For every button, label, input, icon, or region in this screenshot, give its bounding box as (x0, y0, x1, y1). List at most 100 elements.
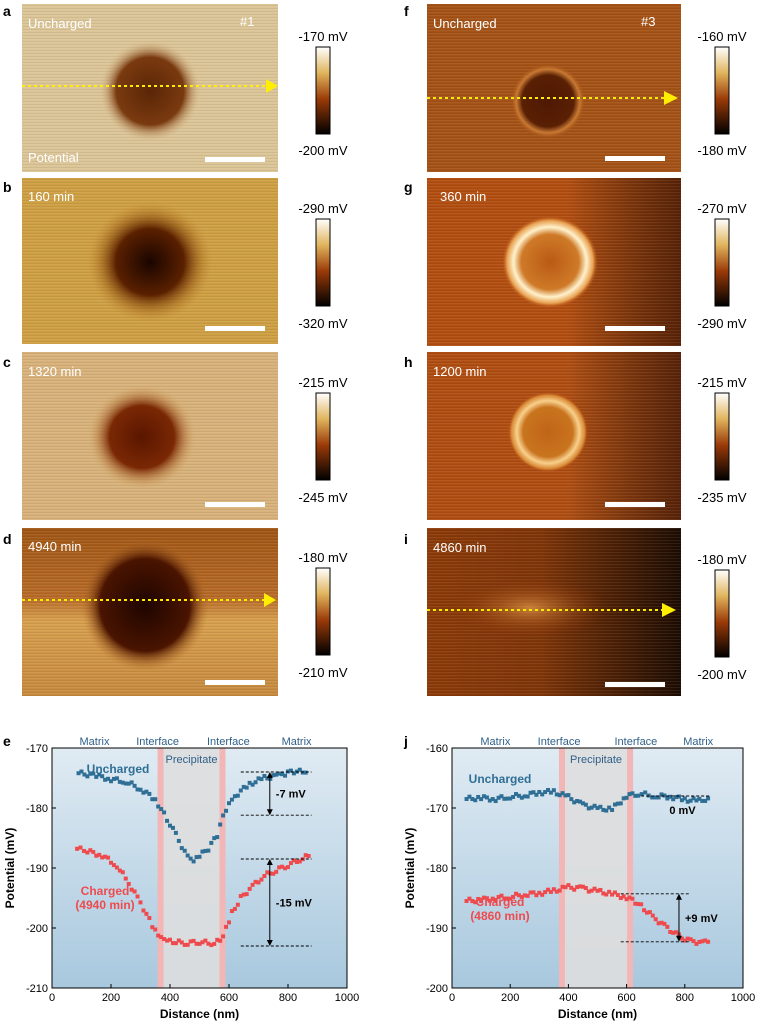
data-point (682, 796, 687, 801)
data-point (650, 795, 655, 800)
data-point (209, 943, 214, 948)
data-point (147, 916, 152, 921)
x-tick-label: 800 (676, 992, 694, 1004)
data-point (232, 906, 237, 911)
data-point (215, 835, 220, 840)
panel-letter-a: a (3, 3, 11, 19)
data-point (586, 806, 591, 811)
series-label-time: (4940 min) (75, 898, 134, 912)
data-point (132, 783, 137, 788)
data-point (470, 899, 475, 904)
data-point (179, 846, 184, 851)
data-point (212, 836, 217, 841)
data-point (656, 921, 661, 926)
panel-label: Uncharged (433, 16, 497, 31)
x-tick-label: 200 (102, 992, 120, 1004)
data-point (656, 795, 661, 800)
panel-letter-j: j (403, 733, 408, 749)
data-point (493, 799, 498, 804)
colorbar-max: -180 mV (697, 552, 746, 567)
data-point (103, 854, 108, 859)
sample-tag: #1 (240, 14, 254, 29)
data-point (182, 942, 187, 947)
region-label: Interface (615, 736, 658, 748)
data-point (306, 854, 311, 858)
data-point (176, 838, 181, 843)
x-tick-label: 600 (220, 992, 238, 1004)
data-point (516, 793, 521, 798)
data-point (476, 897, 481, 902)
data-point (303, 770, 308, 775)
data-point (259, 777, 264, 782)
data-point (543, 890, 548, 895)
data-point (159, 807, 164, 812)
data-point (479, 899, 484, 904)
data-point (697, 796, 702, 801)
x-tick-label: 400 (161, 992, 179, 1004)
data-point (508, 796, 513, 801)
sample-tag: #3 (641, 14, 655, 29)
map-panel-g: 360 min (427, 178, 681, 346)
data-point (141, 790, 146, 795)
data-point (643, 790, 648, 795)
data-point (537, 790, 542, 795)
data-point (674, 795, 679, 800)
data-point (531, 890, 536, 895)
data-point (537, 890, 542, 895)
data-point (502, 896, 507, 901)
x-tick-label: 0 (49, 992, 55, 1004)
x-tick-label: 1000 (335, 992, 359, 1004)
data-point (203, 848, 208, 853)
data-point (262, 774, 267, 779)
data-point (76, 771, 81, 776)
data-point (563, 885, 568, 890)
data-point (473, 798, 478, 803)
data-point (592, 886, 597, 891)
data-point (601, 891, 606, 896)
colorbar-max: -170 mV (298, 29, 347, 44)
data-point (109, 779, 113, 784)
data-point (525, 794, 530, 799)
data-point (265, 776, 270, 781)
panel-letter-c: c (3, 354, 11, 370)
panel-letter-h: h (404, 354, 413, 370)
data-point (685, 799, 690, 804)
data-point (156, 933, 161, 938)
data-point (100, 774, 105, 779)
data-point (633, 793, 638, 798)
data-point (274, 869, 279, 874)
data-point (250, 782, 255, 787)
y-tick-label: -160 (426, 743, 448, 755)
data-point (522, 893, 527, 898)
data-point (159, 935, 164, 940)
colorbar-max: -180 mV (298, 550, 347, 565)
map-panel-d: 4940 min (22, 528, 278, 696)
region-label: Matrix (282, 736, 312, 748)
x-axis-label: Distance (nm) (558, 1007, 637, 1021)
map-panel-c: 1320 min (22, 352, 278, 520)
data-point (224, 924, 229, 929)
region-label: Matrix (480, 736, 510, 748)
data-point (679, 936, 684, 941)
y-tick-label: -210 (26, 983, 48, 995)
data-point (496, 795, 501, 800)
data-point (610, 892, 615, 897)
colorbar-max: -215 mV (697, 375, 746, 390)
data-point (138, 900, 143, 905)
data-point (206, 848, 211, 853)
map-panel-b: 160 min (22, 178, 278, 344)
data-point (467, 896, 472, 901)
data-point (297, 859, 302, 864)
data-point (583, 886, 588, 891)
data-point (250, 882, 255, 887)
data-point (528, 890, 533, 895)
data-point (288, 768, 293, 773)
data-point (540, 792, 545, 797)
data-point (691, 939, 696, 944)
data-point (259, 877, 264, 882)
panel-label: 1320 min (28, 364, 81, 379)
data-point (126, 781, 131, 786)
colorbar-max: -270 mV (697, 201, 746, 216)
data-point (185, 853, 190, 858)
series-label-time: (4860 min) (470, 909, 529, 923)
